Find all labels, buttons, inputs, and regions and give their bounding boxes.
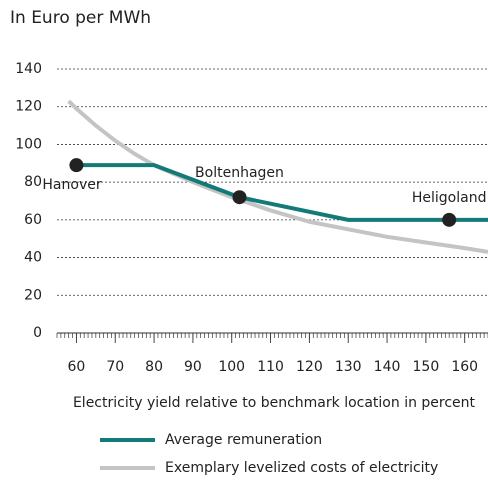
x-tick-label: 120 [296, 359, 323, 375]
chart-title: In Euro per MWh [10, 8, 151, 28]
y-tick-label: 100 [15, 136, 42, 152]
y-tick-label: 40 [24, 250, 42, 266]
x-tick-label: 110 [257, 359, 284, 375]
x-axis-label: Electricity yield relative to benchmark … [73, 395, 476, 411]
y-tick-label: 120 [15, 99, 42, 115]
legend-label: Average remuneration [165, 432, 322, 448]
y-tick-label: 0 [33, 325, 42, 341]
x-tick-label: 140 [374, 359, 401, 375]
point-label: Boltenhagen [195, 165, 284, 181]
x-tick-label: 70 [106, 359, 124, 375]
marker [69, 158, 84, 173]
marker [442, 212, 457, 227]
legend-label: Exemplary levelized costs of electricity [165, 460, 438, 476]
y-tick-label: 20 [24, 287, 42, 303]
x-tick-label: 90 [184, 359, 202, 375]
x-tick-label: 100 [218, 359, 245, 375]
x-tick-label: 160 [451, 359, 478, 375]
marker [232, 190, 247, 205]
x-tick-label: 150 [413, 359, 440, 375]
x-tick-label: 60 [68, 359, 86, 375]
y-tick-label: 80 [24, 174, 42, 190]
series-line [67, 99, 488, 254]
point-label: Heligoland [412, 190, 487, 206]
x-tick-label: 80 [145, 359, 163, 375]
point-label: Hanover [42, 177, 101, 193]
y-tick-label: 140 [15, 61, 42, 77]
x-tick-label: 130 [335, 359, 362, 375]
y-tick-label: 60 [24, 212, 42, 228]
